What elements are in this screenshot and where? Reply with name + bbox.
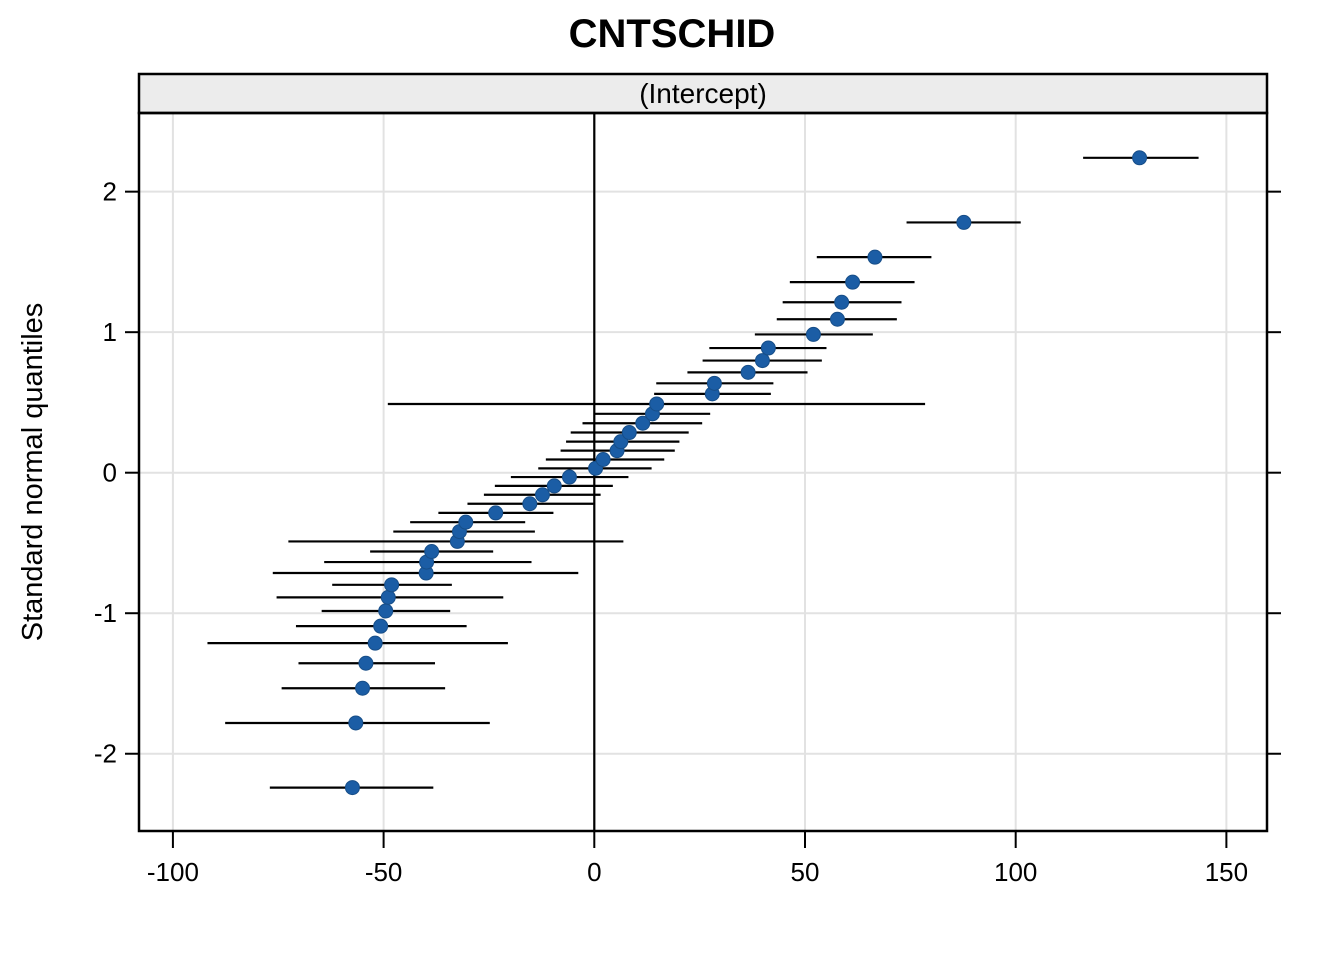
x-tick-label: 0 <box>587 857 601 887</box>
data-point <box>384 577 400 593</box>
y-tick-label: -2 <box>94 739 117 769</box>
y-tick-label: -1 <box>94 598 117 628</box>
data-point <box>621 425 637 441</box>
x-tick-label: -50 <box>365 857 403 887</box>
data-point <box>344 780 360 796</box>
y-tick-label: 0 <box>103 458 117 488</box>
data-point <box>760 340 776 356</box>
y-tick-label: 2 <box>103 177 117 207</box>
data-point <box>829 311 845 327</box>
data-point <box>367 635 383 651</box>
data-point <box>380 589 396 605</box>
data-point <box>355 680 371 696</box>
data-point <box>845 274 861 290</box>
chart-title: CNTSCHID <box>569 12 776 56</box>
data-point <box>649 396 665 412</box>
x-tick-label: 50 <box>791 857 820 887</box>
strip-label: (Intercept) <box>639 78 767 109</box>
data-point <box>348 715 364 731</box>
data-point <box>740 364 756 380</box>
data-point <box>522 496 538 512</box>
data-point <box>373 618 389 634</box>
data-point <box>546 478 562 494</box>
data-point <box>834 294 850 310</box>
data-point <box>424 544 440 560</box>
data-point <box>534 487 550 503</box>
data-point <box>754 353 770 369</box>
x-tick-label: 150 <box>1205 857 1248 887</box>
data-point <box>378 603 394 619</box>
data-point <box>706 375 722 391</box>
data-point <box>805 326 821 342</box>
data-point <box>458 514 474 530</box>
y-tick-label: 1 <box>103 317 117 347</box>
tick-label-layer: -100 -50 0 50 100 150 -2 -1 0 1 2 <box>94 177 1248 887</box>
panel-strip <box>137 72 1269 115</box>
panel-border <box>137 111 1269 833</box>
data-point <box>561 469 577 485</box>
data-point <box>595 451 611 467</box>
data-point <box>867 249 883 265</box>
data-point <box>358 655 374 671</box>
data-point-layer <box>344 150 1148 796</box>
data-point <box>488 505 504 521</box>
y-axis-label: Standard normal quantiles <box>17 303 49 642</box>
data-point <box>635 415 651 431</box>
data-point <box>956 214 972 230</box>
x-tick-label: 100 <box>994 857 1037 887</box>
axis-tick-layer <box>125 190 1281 848</box>
data-point <box>1132 150 1148 166</box>
x-tick-label: -100 <box>147 857 199 887</box>
